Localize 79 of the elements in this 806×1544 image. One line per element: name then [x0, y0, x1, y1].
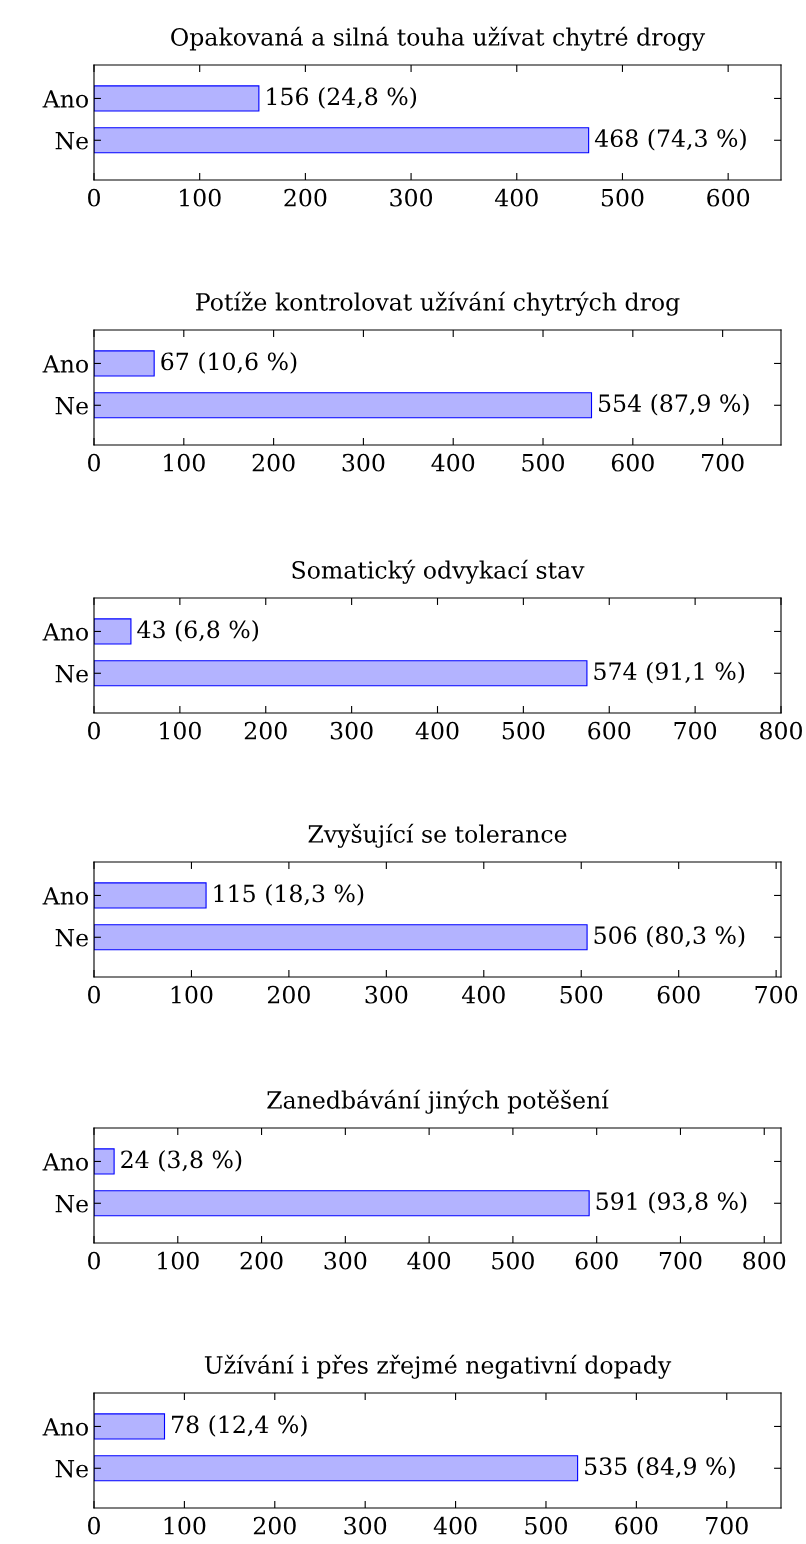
chart-title: Opakovaná a silná touha užívat chytré drogy: [171, 26, 706, 51]
chart-title: Somatický odvykací stav: [292, 559, 585, 584]
x-tick-label: 500: [522, 453, 564, 472]
x-tick-label: 200: [252, 453, 295, 472]
x-tick-label: 300: [324, 1251, 367, 1270]
y-tick-label: Ne: [55, 1460, 88, 1478]
x-tick-label: 200: [244, 721, 287, 740]
x-tick-label: 600: [575, 1251, 618, 1270]
x-tick-label: 100: [164, 453, 205, 472]
x-tick-label: 600: [588, 721, 631, 740]
x-tick-label: 500: [492, 1251, 534, 1270]
y-tick-label: Ano: [42, 623, 88, 641]
x-tick-label: 500: [525, 1516, 567, 1535]
x-tick-label: 400: [461, 985, 505, 1004]
x-tick-label: 700: [659, 1251, 702, 1270]
x-tick-label: 200: [253, 1516, 296, 1535]
data-label: 591 (93,8 %): [596, 1191, 747, 1214]
chart-title: Zvyšující se tolerance: [308, 823, 567, 848]
chart-title: Potíže kontrolovat užívání chytrých drog: [196, 291, 680, 316]
y-tick-label: Ano: [42, 887, 88, 905]
x-tick-label: 0: [88, 1516, 100, 1535]
y-tick-label: Ano: [42, 90, 88, 108]
x-tick-label: 100: [158, 1251, 199, 1270]
x-tick-label: 700: [674, 721, 717, 740]
x-tick-label: 400: [494, 188, 538, 207]
x-tick-label: 600: [657, 985, 700, 1004]
x-tick-label: 400: [415, 721, 459, 740]
x-tick-label: 0: [88, 1251, 100, 1270]
x-tick-label: 700: [702, 453, 744, 472]
data-label: 156 (24,8 %): [267, 87, 417, 109]
x-tick-label: 400: [433, 1516, 477, 1535]
data-label: 535 (84,9 %): [585, 1456, 735, 1479]
x-tick-label: 0: [88, 188, 100, 207]
data-label: 43 (6,8 %): [137, 620, 259, 642]
y-tick-label: Ne: [55, 1195, 88, 1213]
data-label: 574 (91,1 %): [594, 661, 745, 684]
x-tick-label: 300: [365, 985, 408, 1004]
x-tick-label: 100: [180, 188, 221, 207]
data-label: 468 (74,3 %): [594, 128, 746, 151]
x-tick-label: 400: [431, 453, 475, 472]
x-tick-label: 700: [706, 1516, 748, 1535]
y-tick-label: Ano: [42, 1153, 88, 1171]
x-tick-label: 600: [611, 453, 654, 472]
y-tick-label: Ne: [55, 929, 88, 947]
data-label: 67 (10,6 %): [161, 352, 297, 374]
x-tick-label: 700: [755, 985, 798, 1004]
y-tick-label: Ne: [55, 397, 88, 415]
x-tick-label: 800: [760, 721, 802, 740]
x-tick-label: 200: [240, 1251, 283, 1270]
y-tick-label: Ne: [55, 132, 88, 150]
x-tick-label: 0: [88, 721, 100, 740]
y-tick-label: Ne: [55, 665, 88, 683]
x-tick-label: 100: [164, 1516, 206, 1535]
x-tick-label: 600: [615, 1516, 658, 1535]
chart-title: Užívání i přes zřejmé negativní dopady: [204, 1354, 672, 1379]
y-tick-label: Ano: [42, 1418, 88, 1436]
x-tick-label: 300: [390, 188, 433, 207]
data-label: 554 (87,9 %): [599, 393, 749, 416]
x-tick-label: 800: [743, 1251, 786, 1270]
y-tick-label: Ano: [42, 355, 88, 373]
data-label: 115 (18,3 %): [214, 884, 364, 906]
data-label: 24 (3,8 %): [121, 1150, 242, 1172]
x-tick-label: 100: [171, 985, 213, 1004]
data-label: 506 (80,3 %): [594, 925, 745, 948]
x-tick-label: 300: [344, 1516, 387, 1535]
x-tick-label: 500: [502, 721, 545, 740]
x-tick-label: 300: [342, 453, 385, 472]
x-tick-label: 200: [267, 985, 310, 1004]
chart-title: Zanedbávání jiných potěšení: [267, 1089, 609, 1114]
x-tick-label: 500: [601, 188, 644, 207]
x-tick-label: 500: [560, 985, 603, 1004]
x-tick-label: 0: [88, 453, 100, 472]
x-tick-label: 100: [160, 721, 201, 740]
x-tick-label: 200: [284, 188, 327, 207]
x-tick-label: 600: [707, 188, 750, 207]
x-tick-label: 300: [330, 721, 373, 740]
x-tick-label: 0: [88, 985, 100, 1004]
x-tick-label: 400: [407, 1251, 451, 1270]
data-label: 78 (12,4 %): [172, 1415, 307, 1437]
